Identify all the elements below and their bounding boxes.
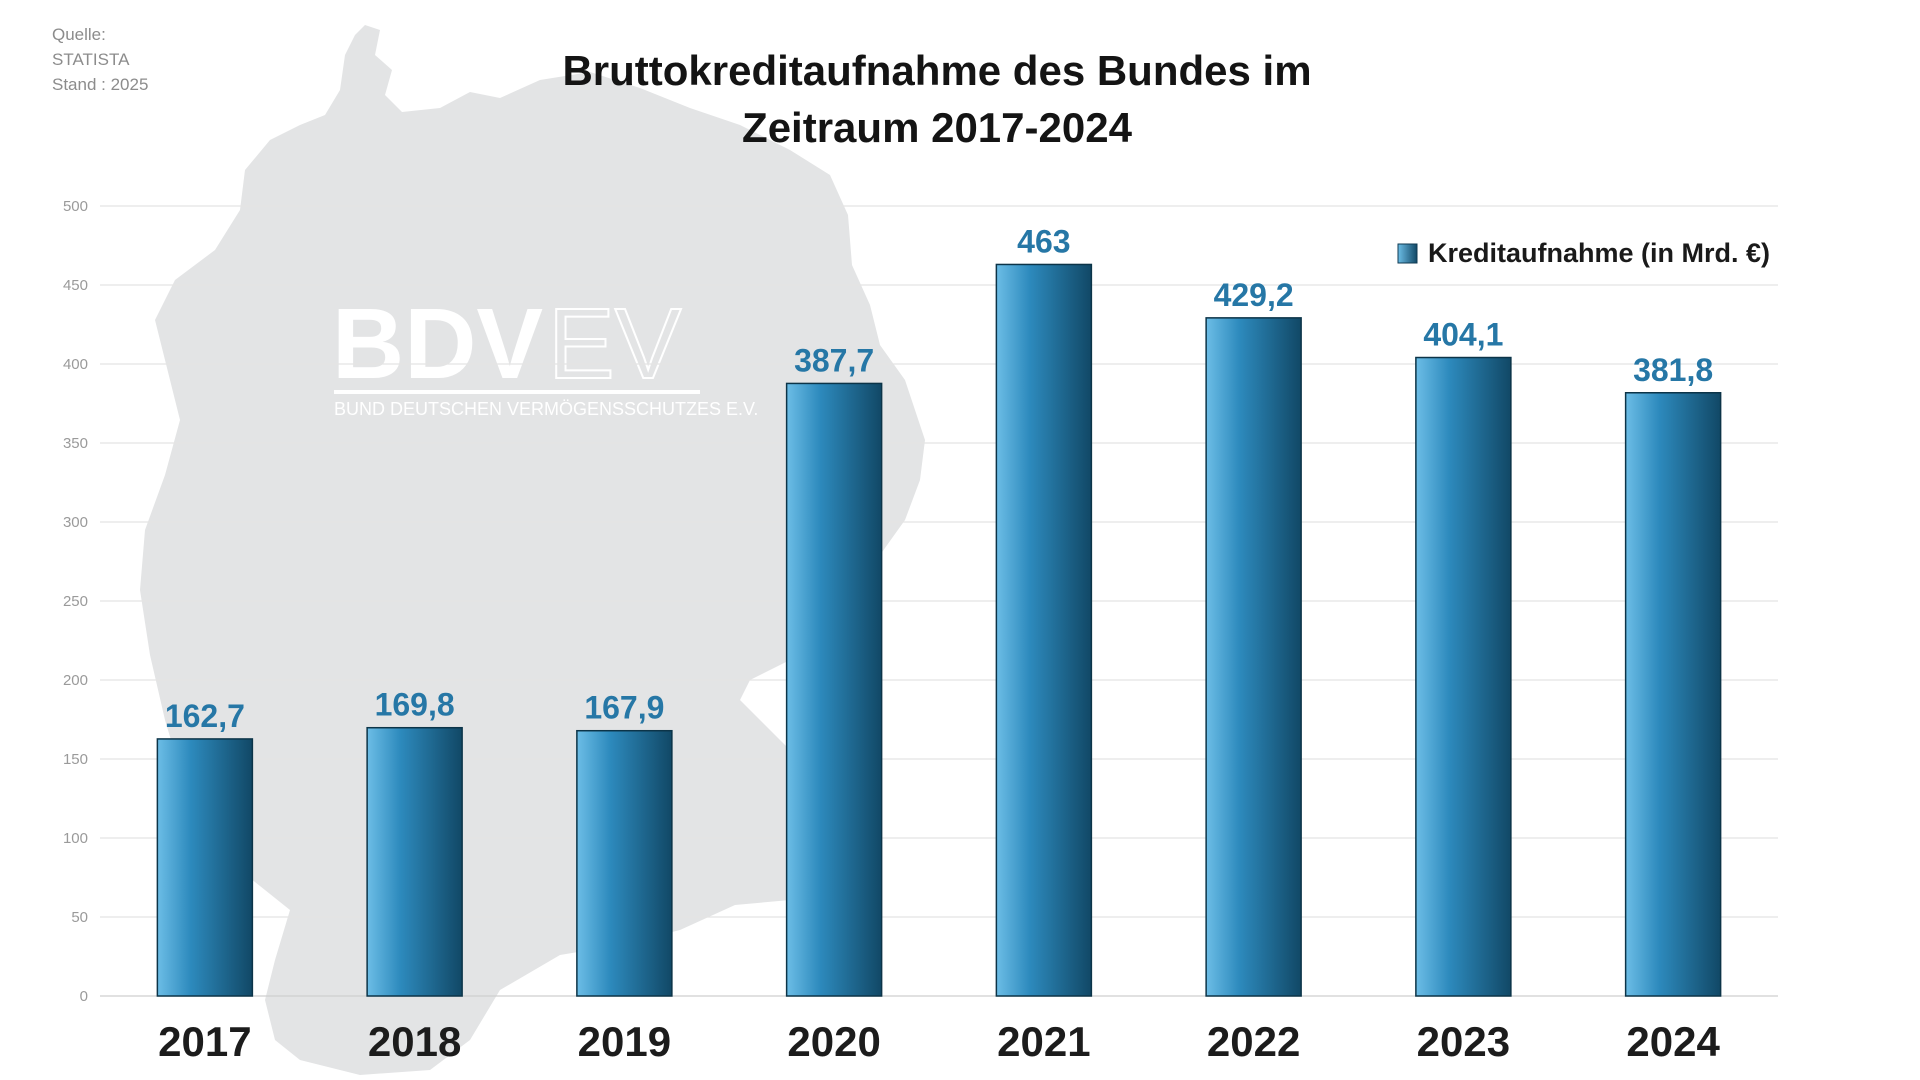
svg-text:BUND DEUTSCHEN VERMÖGENSSCHUTZ: BUND DEUTSCHEN VERMÖGENSSCHUTZES E.V. — [334, 399, 758, 419]
bar-2022 — [1205, 317, 1302, 997]
bar-2023 — [1415, 356, 1512, 997]
data-label-2017: 162,7 — [165, 698, 245, 734]
data-label-2018: 169,8 — [375, 687, 455, 723]
bar-2020 — [785, 382, 883, 997]
title-line-1: Bruttokreditaufnahme des Bundes im — [562, 47, 1311, 94]
y-axis: 0 50 100 150 200 250 300 350 400 450 500 — [63, 198, 88, 1005]
legend-label: Kreditaufnahme (in Mrd. €) — [1428, 238, 1770, 268]
bdv-watermark: BDV EV BUND DEUTSCHEN VERMÖGENSSCHUTZES … — [332, 287, 758, 419]
x-tick-label-2023: 2023 — [1417, 1018, 1510, 1065]
legend-swatch — [1397, 243, 1418, 264]
source-note: Quelle: STATISTA Stand : 2025 — [52, 25, 148, 94]
data-label-2023: 404,1 — [1423, 317, 1503, 353]
svg-text:EV: EV — [548, 288, 682, 400]
y-tick-label: 300 — [63, 514, 88, 531]
y-tick-label: 250 — [63, 593, 88, 610]
bars — [156, 263, 1722, 997]
bar-2021 — [995, 263, 1093, 997]
bar-2024 — [1624, 392, 1722, 997]
x-tick-label-2022: 2022 — [1207, 1018, 1300, 1065]
bar-2017 — [156, 738, 254, 997]
x-tick-label-2018: 2018 — [368, 1018, 461, 1065]
data-labels: 162,7 169,8 167,9 387,7 463 429,2 404,1 381,8 — [165, 223, 1713, 733]
chart-title: Bruttokreditaufnahme des Bundes im Zeitr… — [562, 47, 1311, 151]
bar-2018 — [366, 726, 463, 997]
y-tick-label: 350 — [63, 435, 88, 452]
x-tick-label-2024: 2024 — [1626, 1018, 1720, 1065]
y-tick-label: 150 — [63, 751, 88, 768]
data-label-2021: 463 — [1017, 223, 1070, 259]
svg-text:BDV: BDV — [332, 288, 543, 400]
y-tick-label: 0 — [80, 988, 88, 1005]
germany-map-watermark — [140, 25, 925, 1075]
y-tick-label: 200 — [63, 672, 88, 689]
bar-2019 — [576, 729, 673, 997]
data-label-2022: 429,2 — [1214, 277, 1294, 313]
source-name: STATISTA — [52, 50, 130, 69]
source-date: Stand : 2025 — [52, 75, 148, 94]
source-label: Quelle: — [52, 25, 106, 44]
y-tick-label: 100 — [63, 830, 88, 847]
data-label-2019: 167,9 — [584, 690, 664, 726]
x-axis: 2017 2018 2019 2020 2021 2022 2023 2024 — [158, 1018, 1720, 1065]
legend: Kreditaufnahme (in Mrd. €) — [1397, 238, 1770, 268]
y-tick-label: 450 — [63, 277, 88, 294]
y-tick-label: 50 — [71, 909, 88, 926]
x-tick-label-2020: 2020 — [787, 1018, 880, 1065]
y-tick-label: 400 — [63, 356, 88, 373]
data-label-2020: 387,7 — [794, 342, 874, 378]
y-tick-label: 500 — [63, 198, 88, 215]
x-tick-label-2019: 2019 — [578, 1018, 671, 1065]
title-line-2: Zeitraum 2017-2024 — [742, 104, 1133, 151]
x-tick-label-2017: 2017 — [158, 1018, 251, 1065]
data-label-2024: 381,8 — [1633, 352, 1713, 388]
x-tick-label-2021: 2021 — [997, 1018, 1090, 1065]
